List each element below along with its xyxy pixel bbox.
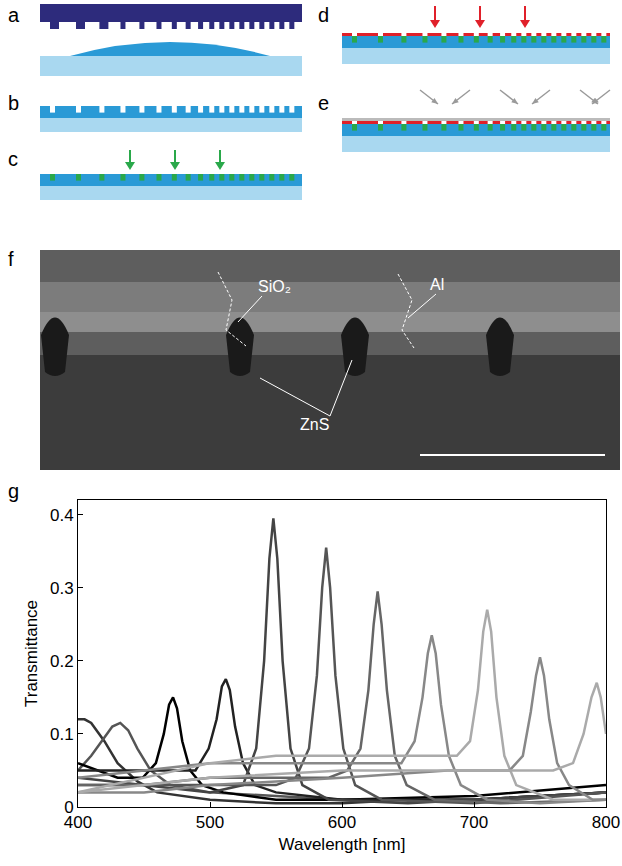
svg-text:0.3: 0.3 <box>50 579 74 598</box>
svg-text:Wavelength [nm]: Wavelength [nm] <box>279 835 406 854</box>
svg-text:ZnS: ZnS <box>300 416 329 433</box>
html-text:d: d <box>318 4 330 26</box>
html-text:c: c <box>8 148 18 170</box>
html-text:f: f <box>8 248 14 270</box>
svg-text:600: 600 <box>328 813 356 832</box>
svg-text:Transmittance: Transmittance <box>22 600 41 707</box>
svg-text:500: 500 <box>196 813 224 832</box>
svg-text:SiO₂: SiO₂ <box>258 278 291 295</box>
svg-text:0.2: 0.2 <box>50 652 74 671</box>
html-text:g: g <box>8 480 20 502</box>
svg-text:0.4: 0.4 <box>50 506 74 525</box>
svg-text:700: 700 <box>460 813 488 832</box>
html-text:b: b <box>8 92 20 114</box>
html-text:a: a <box>8 4 20 26</box>
svg-text:400: 400 <box>64 813 92 832</box>
svg-text:800: 800 <box>592 813 620 832</box>
html-text:e: e <box>318 92 330 114</box>
svg-text:0: 0 <box>64 798 73 817</box>
svg-text:Al: Al <box>430 276 444 293</box>
svg-text:0.1: 0.1 <box>50 725 74 744</box>
